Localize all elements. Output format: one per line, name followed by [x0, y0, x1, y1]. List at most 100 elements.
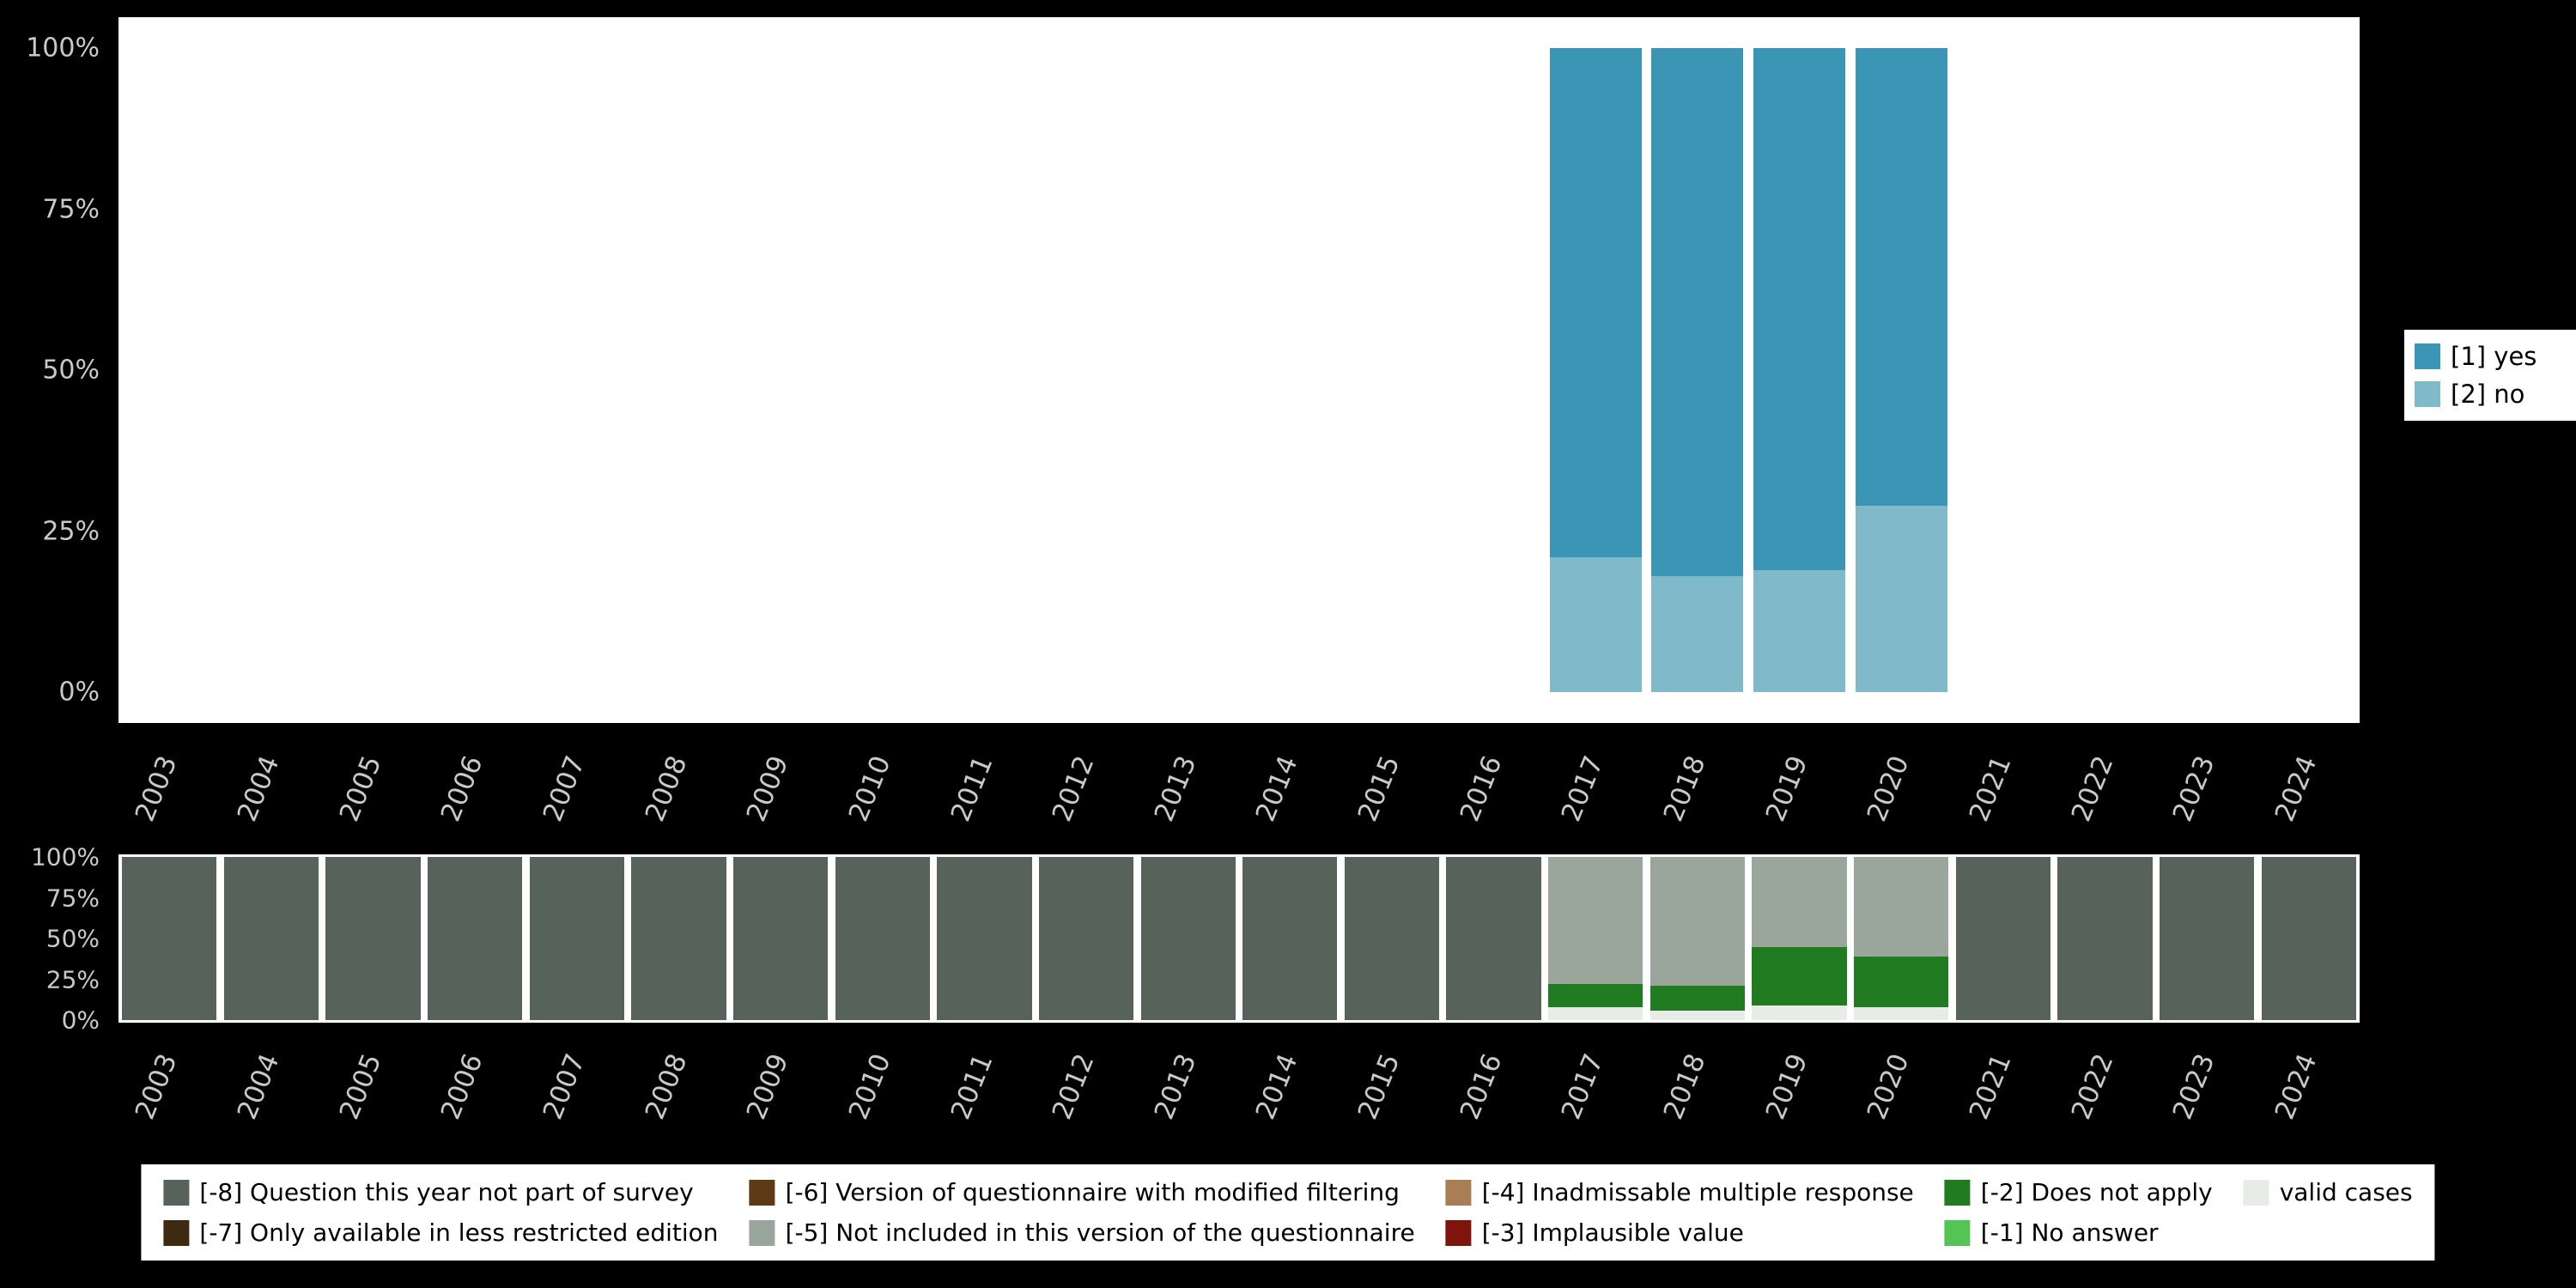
bar-segment-2007-minus8 [529, 857, 625, 1020]
legend-item: [-3] Implausible value [1445, 1218, 1914, 1247]
x-axis-label: 2023 [2166, 751, 2221, 826]
x-axis-label: 2012 [1046, 1049, 1101, 1124]
x-axis-label: 2006 [434, 751, 489, 826]
legend-label: valid cases [2279, 1178, 2413, 1206]
bar-segment-2017-minus2 [1548, 984, 1643, 1007]
bar-segment-2019-yes [1753, 48, 1845, 570]
x-axis-label: 2010 [842, 751, 897, 826]
bar-segment-2019-minus2 [1752, 946, 1847, 1005]
legend-item: [-8] Question this year not part of surv… [163, 1178, 718, 1206]
y-axis-tick-label: 50% [46, 924, 100, 953]
legend-swatch-valid [2243, 1179, 2269, 1206]
bar-segment-2020-valid [1853, 1006, 1949, 1020]
x-axis-label: 2009 [740, 1049, 795, 1124]
x-axis-label: 2013 [1148, 1049, 1203, 1124]
bar-segment-2017-yes [1549, 48, 1642, 557]
bar-segment-2018-minus2 [1649, 986, 1746, 1011]
values-chart-y-axis: 0% 25% 50% 75% 100% [0, 33, 108, 708]
legend-label: [-3] Implausible value [1481, 1218, 1744, 1247]
x-axis-label: 2004 [231, 1049, 286, 1124]
legend-item: [-1] No answer [1944, 1218, 2213, 1247]
y-axis-tick-label: 25% [42, 516, 100, 546]
x-axis-label: 2008 [639, 751, 694, 826]
x-axis-label: 2016 [1454, 751, 1509, 826]
x-axis-label: 2018 [1657, 1049, 1712, 1124]
legend-item: [-7] Only available in less restricted e… [163, 1218, 719, 1247]
legend-label: [-2] Does not apply [1980, 1178, 2213, 1206]
bar-segment-2004-minus8 [223, 857, 319, 1020]
legend-swatch-minus8 [163, 1179, 190, 1206]
bar-segment-2013-minus8 [1140, 857, 1236, 1020]
x-axis-label: 2022 [2065, 1049, 2120, 1124]
bar-segment-2012-minus8 [1038, 857, 1134, 1020]
bar-segment-2020-minus2 [1853, 956, 1949, 1007]
legend-label: [-1] No answer [1980, 1218, 2159, 1247]
bar-segment-2017-valid [1548, 1006, 1643, 1020]
legend-label: [-5] Not included in this version of the… [785, 1218, 1415, 1247]
x-axis-label: 2019 [1759, 751, 1814, 826]
bar-segment-2020-yes [1855, 48, 1947, 506]
x-axis-label: 2015 [1352, 1049, 1406, 1124]
y-axis-tick-label: 75% [42, 194, 100, 224]
bar-segment-2003-minus8 [122, 857, 217, 1020]
bar-segment-2019-minus5 [1752, 857, 1847, 947]
legend-swatch-no [2415, 381, 2440, 407]
legend-label: [-7] Only available in less restricted e… [199, 1218, 719, 1247]
x-axis-label: 2007 [537, 1049, 592, 1124]
x-axis-label: 2010 [842, 1049, 897, 1124]
x-axis-label: 2012 [1046, 751, 1101, 826]
bar-segment-2020-no [1855, 505, 1947, 692]
x-axis-label: 2009 [740, 751, 795, 826]
x-axis-label: 2003 [130, 1049, 185, 1124]
x-axis-label: 2011 [945, 751, 999, 826]
x-axis-label: 2022 [2065, 751, 2120, 826]
x-axis-label: 2008 [639, 1049, 694, 1124]
legend-label: [-8] Question this year not part of surv… [199, 1178, 694, 1206]
bar-segment-2010-minus8 [835, 857, 930, 1020]
legend-label: [2] no [2451, 380, 2525, 409]
bar-segment-2020-minus5 [1853, 857, 1949, 957]
bar-segment-2006-minus8 [428, 857, 523, 1020]
legend-item: [-2] Does not apply [1944, 1178, 2213, 1206]
bar-segment-2008-minus8 [631, 857, 726, 1020]
bar-segment-2016-minus8 [1446, 857, 1541, 1020]
legend-label: [-4] Inadmissable multiple response [1481, 1178, 1914, 1206]
bar-segment-2009-minus8 [732, 857, 829, 1020]
bar-segment-2018-minus5 [1649, 857, 1746, 987]
bar-segment-2014-minus8 [1242, 857, 1338, 1020]
x-axis-label: 2020 [1861, 751, 1916, 826]
legend-swatch-minus6 [749, 1179, 775, 1206]
bar-segment-2018-no [1651, 576, 1744, 692]
x-axis-label: 2004 [231, 751, 286, 826]
legend-label: [1] yes [2451, 342, 2537, 371]
x-axis-label: 2005 [333, 1049, 388, 1124]
x-axis-label: 2017 [1555, 1049, 1610, 1124]
bar-segment-2015-minus8 [1344, 857, 1440, 1020]
x-axis-label: 2011 [945, 1049, 999, 1124]
x-axis-label: 2014 [1250, 1049, 1305, 1124]
x-axis-label: 2017 [1555, 751, 1610, 826]
missings-chart-x-axis: 2003 2004 2005 2006 2007 2008 2009 2010 2011 2012… [118, 1030, 2360, 1158]
missings-chart-y-axis: 0% 25% 50% 75% 100% [0, 843, 108, 1035]
y-axis-tick-label: 0% [61, 1005, 100, 1035]
y-axis-tick-label: 100% [30, 842, 100, 872]
y-axis-tick-label: 50% [42, 355, 100, 386]
x-axis-label: 2014 [1250, 751, 1305, 826]
bar-segment-2023-minus8 [2159, 857, 2255, 1020]
bar-segment-2022-minus8 [2057, 857, 2153, 1020]
bar-segment-2019-valid [1752, 1005, 1847, 1020]
x-axis-label: 2021 [1963, 1049, 2018, 1124]
legend-swatch-yes [2415, 343, 2440, 369]
legend-item: valid cases [2243, 1178, 2413, 1206]
values-legend: [1] yes [2] no [2404, 330, 2576, 421]
legend-swatch-minus5 [749, 1219, 775, 1246]
legend-swatch-minus4 [1445, 1179, 1472, 1206]
x-axis-label: 2016 [1454, 1049, 1509, 1124]
legend-label: [-6] Version of questionnaire with modif… [785, 1178, 1400, 1206]
missings-chart-plot-area [118, 854, 2360, 1023]
legend-swatch-minus7 [163, 1219, 190, 1246]
legend-swatch-minus2 [1944, 1179, 1971, 1206]
bar-segment-2017-minus5 [1548, 857, 1643, 985]
x-axis-label: 2007 [537, 751, 592, 826]
